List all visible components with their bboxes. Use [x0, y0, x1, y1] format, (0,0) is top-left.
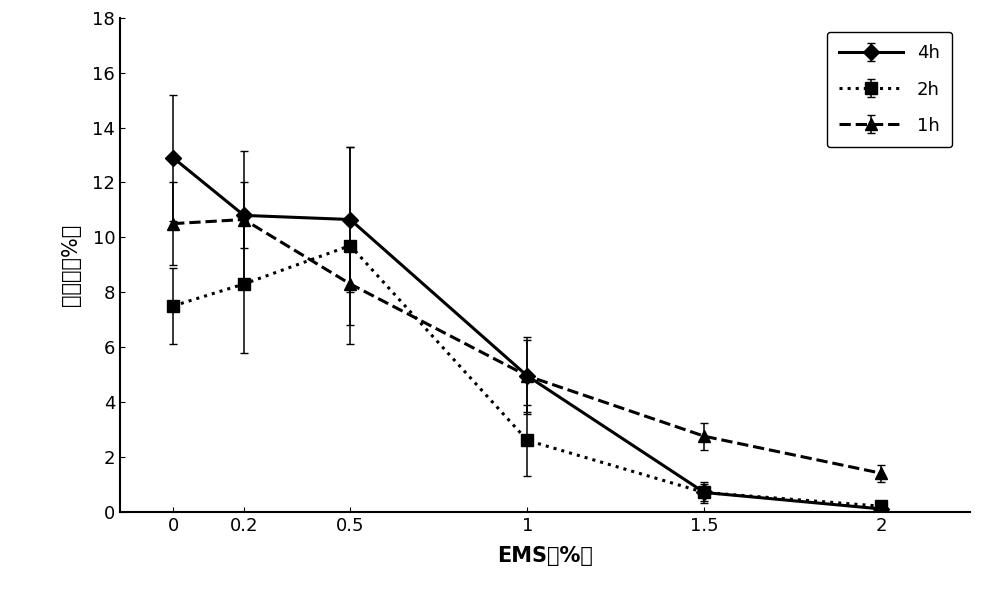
X-axis label: EMS（%）: EMS（%）: [497, 546, 593, 566]
Y-axis label: 存活率（%）: 存活率（%）: [61, 224, 81, 306]
Legend: 4h, 2h, 1h: 4h, 2h, 1h: [827, 32, 952, 147]
